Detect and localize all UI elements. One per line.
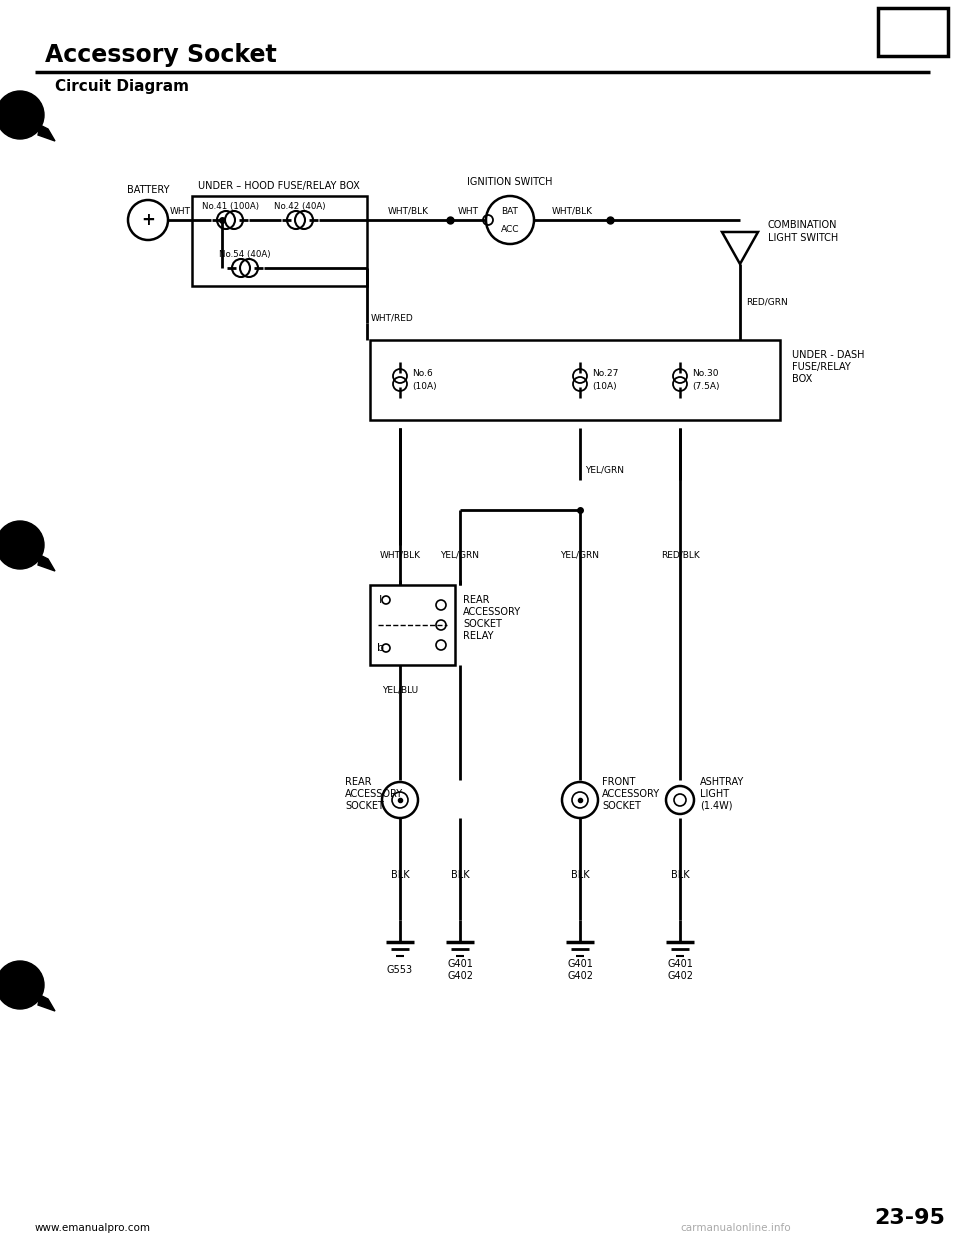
Text: −      +: − + bbox=[893, 17, 933, 27]
Text: REAR: REAR bbox=[463, 595, 490, 605]
Text: b: b bbox=[376, 643, 383, 653]
Text: LIGHT SWITCH: LIGHT SWITCH bbox=[768, 233, 838, 243]
Text: No.41 (100A): No.41 (100A) bbox=[202, 201, 258, 210]
Polygon shape bbox=[38, 555, 55, 571]
Polygon shape bbox=[38, 125, 55, 142]
Text: BOX: BOX bbox=[792, 374, 812, 384]
Text: G401
G402: G401 G402 bbox=[667, 959, 693, 981]
Text: G401
G402: G401 G402 bbox=[567, 959, 593, 981]
Text: UNDER - DASH: UNDER - DASH bbox=[792, 350, 865, 360]
Text: Accessory Socket: Accessory Socket bbox=[45, 43, 276, 67]
Text: WHT/BLK: WHT/BLK bbox=[551, 206, 592, 216]
Text: YEL/GRN: YEL/GRN bbox=[441, 550, 479, 559]
Text: YEL/GRN: YEL/GRN bbox=[561, 550, 599, 559]
Text: ACC: ACC bbox=[501, 225, 519, 233]
Text: FRONT: FRONT bbox=[602, 777, 636, 787]
Text: UNDER – HOOD FUSE/RELAY BOX: UNDER – HOOD FUSE/RELAY BOX bbox=[198, 181, 360, 191]
Bar bbox=[370, 340, 780, 420]
Text: G553: G553 bbox=[387, 965, 413, 975]
Text: Circuit Diagram: Circuit Diagram bbox=[55, 79, 189, 94]
Text: LIGHT: LIGHT bbox=[700, 789, 730, 799]
Text: No.6: No.6 bbox=[412, 369, 433, 378]
Circle shape bbox=[0, 961, 44, 1009]
Text: (7.5A): (7.5A) bbox=[692, 383, 719, 391]
Text: (10A): (10A) bbox=[592, 383, 616, 391]
Text: carmanualonline.info: carmanualonline.info bbox=[680, 1223, 791, 1233]
Text: BLK: BLK bbox=[391, 869, 409, 881]
Text: ASHTRAY: ASHTRAY bbox=[700, 777, 744, 787]
Text: I: I bbox=[378, 595, 382, 605]
Text: SOCKET: SOCKET bbox=[602, 801, 641, 811]
Text: ACCESSORY: ACCESSORY bbox=[463, 607, 521, 617]
Text: WHT: WHT bbox=[458, 206, 478, 216]
Text: (10A): (10A) bbox=[412, 383, 437, 391]
Polygon shape bbox=[38, 995, 55, 1011]
Text: RED/BLK: RED/BLK bbox=[660, 550, 700, 559]
Text: BLK: BLK bbox=[671, 869, 689, 881]
Text: REAR: REAR bbox=[345, 777, 372, 787]
Text: COMBINATION: COMBINATION bbox=[768, 220, 837, 230]
Text: 23-95: 23-95 bbox=[875, 1208, 946, 1228]
Text: ACCESSORY: ACCESSORY bbox=[602, 789, 660, 799]
Text: SOCKET: SOCKET bbox=[345, 801, 384, 811]
Text: No.42 (40A): No.42 (40A) bbox=[275, 201, 325, 210]
Circle shape bbox=[0, 520, 44, 569]
Text: WHT/BLK: WHT/BLK bbox=[379, 550, 420, 559]
Text: IGNITION SWITCH: IGNITION SWITCH bbox=[468, 178, 553, 188]
Text: No.54 (40A): No.54 (40A) bbox=[219, 250, 271, 258]
Text: G401
G402: G401 G402 bbox=[447, 959, 473, 981]
Circle shape bbox=[0, 91, 44, 139]
Text: BAT: BAT bbox=[501, 206, 518, 216]
Text: No.27: No.27 bbox=[592, 369, 618, 378]
Bar bbox=[370, 585, 455, 664]
Text: ACCESSORY: ACCESSORY bbox=[345, 789, 403, 799]
Text: No.30: No.30 bbox=[692, 369, 718, 378]
Bar bbox=[192, 196, 367, 286]
Text: www.emanualpro.com: www.emanualpro.com bbox=[35, 1223, 151, 1233]
Text: WHT/RED: WHT/RED bbox=[371, 313, 414, 323]
Text: FUSE/RELAY: FUSE/RELAY bbox=[792, 361, 851, 373]
Text: BLK: BLK bbox=[570, 869, 589, 881]
Text: +: + bbox=[141, 211, 155, 229]
Text: (1.4W): (1.4W) bbox=[700, 801, 732, 811]
Bar bbox=[878, 7, 948, 56]
Text: BLK: BLK bbox=[450, 869, 469, 881]
Text: WHT/BLK: WHT/BLK bbox=[388, 206, 428, 216]
Text: WHT: WHT bbox=[170, 206, 190, 216]
Text: YEL/GRN: YEL/GRN bbox=[585, 466, 624, 474]
Text: RED/GRN: RED/GRN bbox=[746, 298, 788, 307]
Text: RELAY: RELAY bbox=[463, 631, 493, 641]
Text: BODY: BODY bbox=[894, 34, 932, 46]
Text: SOCKET: SOCKET bbox=[463, 619, 502, 628]
Text: BATTERY: BATTERY bbox=[127, 185, 169, 195]
Text: YEL/BLU: YEL/BLU bbox=[382, 686, 418, 694]
